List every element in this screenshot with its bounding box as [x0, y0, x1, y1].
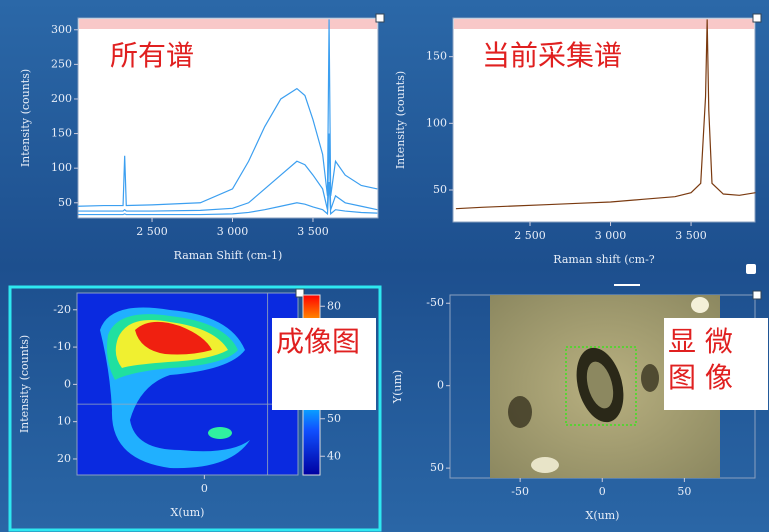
colorbar-tick-label: 50: [327, 412, 341, 425]
panels: 2 5003 0003 50050100150200250300Raman Sh…: [0, 0, 769, 532]
x-axis-label: X(um): [586, 509, 620, 522]
x-tick-label: 3 000: [217, 225, 249, 238]
y-tick-label: 50: [433, 183, 447, 196]
y-axis-label: Intensity (counts): [18, 335, 31, 433]
checkbox[interactable]: [746, 264, 756, 274]
panel-title: 所有谱: [110, 38, 194, 74]
x-tick-label: 3 000: [595, 229, 627, 242]
x-axis-label: Raman shift (cm-?: [553, 253, 654, 266]
app-window: 2 5003 0003 50050100150200250300Raman Sh…: [0, 0, 769, 532]
x-tick-label: 2 500: [136, 225, 168, 238]
y-tick-label: 0: [437, 379, 444, 392]
colorbar-tick-label: 40: [327, 449, 341, 462]
x-tick-label: 0: [201, 482, 208, 495]
y-axis-label: Intensity (counts): [19, 69, 32, 167]
panel-menu-button: [753, 291, 761, 299]
x-tick-label: 3 500: [297, 225, 329, 238]
heatmap: [77, 293, 298, 475]
y-tick-label: 150: [51, 127, 72, 140]
x-tick-label: 3 500: [675, 229, 707, 242]
header-strip: [454, 19, 754, 29]
y-tick-label: 10: [57, 415, 71, 428]
x-tick-label: -50: [511, 485, 529, 498]
x-tick-label: 50: [677, 485, 691, 498]
y-tick-label: 300: [51, 23, 72, 36]
panel-menu-button: [376, 14, 384, 22]
x-axis-label: Raman Shift (cm-1): [174, 249, 283, 262]
panel-title: 成像图: [272, 318, 376, 410]
x-axis-label: X(um): [171, 506, 205, 519]
y-axis-label: Y(um): [391, 370, 404, 404]
y-tick-label: 100: [51, 161, 72, 174]
x-tick-label: 2 500: [514, 229, 546, 242]
y-axis-label: Intensity (counts): [394, 71, 407, 169]
y-tick-label: -50: [426, 296, 444, 309]
y-tick-label: 0: [64, 377, 71, 390]
y-tick-label: -10: [53, 340, 71, 353]
panel-title: 当前采集谱: [482, 38, 622, 74]
header-strip: [79, 19, 377, 29]
y-tick-label: 200: [51, 92, 72, 105]
x-tick-label: 0: [599, 485, 606, 498]
y-tick-label: 20: [57, 452, 71, 465]
panel-title: 显 微 图 像: [664, 318, 768, 410]
panel-menu-button: [753, 14, 761, 22]
y-tick-label: -20: [53, 303, 71, 316]
y-tick-label: 150: [426, 50, 447, 63]
colorbar-tick-label: 80: [327, 299, 341, 312]
y-tick-label: 250: [51, 57, 72, 70]
y-tick-label: 50: [430, 461, 444, 474]
y-tick-label: 100: [426, 116, 447, 129]
y-tick-label: 50: [58, 196, 72, 209]
